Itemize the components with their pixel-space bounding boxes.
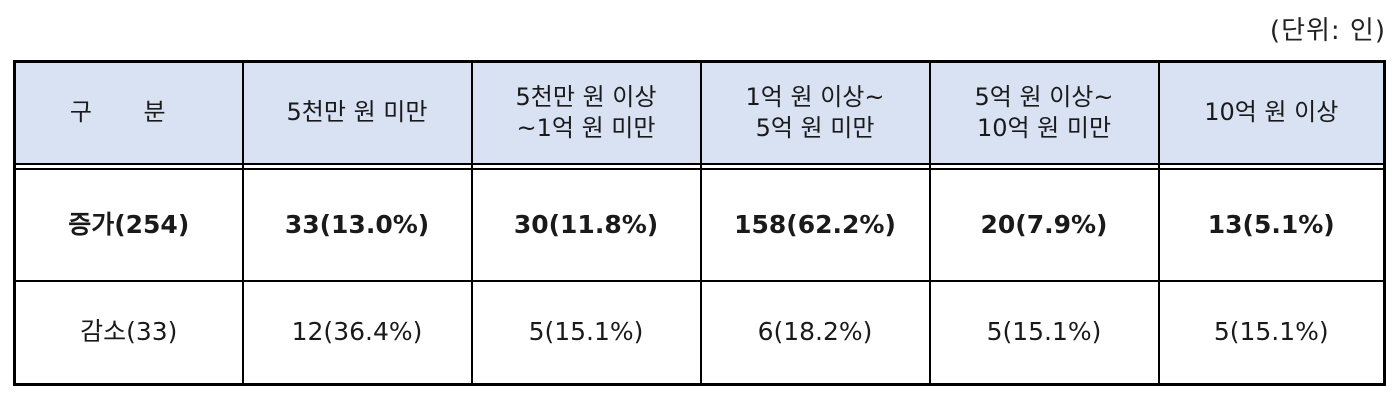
- unit-note: (단위: 인): [1269, 16, 1386, 46]
- separator-cell: [241, 163, 473, 170]
- table-cell: 12(36.4%): [241, 280, 473, 386]
- header-category-text: 구 분: [69, 98, 188, 127]
- header-500m-to-1b: 5억 원 이상~ 10억 원 미만: [928, 60, 1160, 164]
- separator-cell: [1157, 163, 1386, 170]
- header-50m-to-100m: 5천만 원 이상 ~1억 원 미만: [470, 60, 702, 164]
- header-50m-to-100m-line1: 5천만 원 이상: [515, 82, 657, 111]
- table-cell: 30(11.8%): [470, 168, 702, 282]
- table-row-increase: 증가(254) 33(13.0%) 30(11.8%) 158(62.2%) 2…: [13, 168, 1386, 282]
- separator-cell: [470, 163, 702, 170]
- separator-cell: [699, 163, 931, 170]
- header-category: 구 분: [13, 60, 244, 164]
- table-cell: 5(15.1%): [1157, 280, 1386, 386]
- table-cell: 158(62.2%): [699, 168, 931, 282]
- table-row-decrease: 감소(33) 12(36.4%) 5(15.1%) 6(18.2%) 5(15.…: [13, 280, 1386, 386]
- separator-cell: [13, 163, 244, 170]
- row-label-decrease: 감소(33): [13, 280, 244, 386]
- header-row: 구 분 5천만 원 미만 5천만 원 이상 ~1억 원 미만 1억 원 이상~ …: [13, 60, 1386, 164]
- table-cell: 20(7.9%): [928, 168, 1160, 282]
- header-separator: [13, 163, 1386, 170]
- table-cell: 5(15.1%): [470, 280, 702, 386]
- header-100m-to-500m-line2: 5억 원 미만: [755, 114, 875, 142]
- table-cell: 5(15.1%): [928, 280, 1160, 386]
- header-500m-to-1b-line2: 10억 원 미만: [976, 114, 1112, 142]
- table-cell: 33(13.0%): [241, 168, 473, 282]
- header-100m-to-500m-line1: 1억 원 이상~: [745, 82, 885, 111]
- header-100m-to-500m: 1억 원 이상~ 5억 원 미만: [699, 60, 931, 164]
- header-50m-to-100m-line2: ~1억 원 미만: [516, 114, 656, 142]
- table-cell: 13(5.1%): [1157, 168, 1386, 282]
- header-over-1b-text: 10억 원 이상: [1204, 98, 1339, 127]
- data-table: 구 분 5천만 원 미만 5천만 원 이상 ~1억 원 미만 1억 원 이상~ …: [13, 60, 1386, 386]
- header-under-50m-text: 5천만 원 미만: [286, 98, 428, 127]
- row-label-increase: 증가(254): [13, 168, 244, 282]
- header-over-1b: 10억 원 이상: [1157, 60, 1386, 164]
- separator-cell: [928, 163, 1160, 170]
- header-500m-to-1b-line1: 5억 원 이상~: [974, 82, 1114, 111]
- table-cell: 6(18.2%): [699, 280, 931, 386]
- header-under-50m: 5천만 원 미만: [241, 60, 473, 164]
